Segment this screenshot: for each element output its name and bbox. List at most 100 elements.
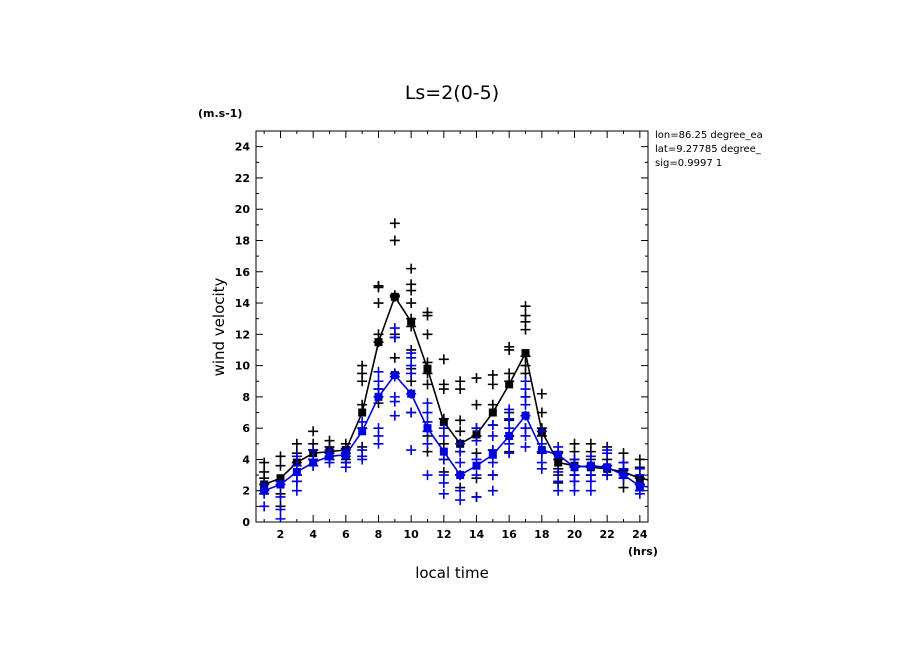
sample-point [569,485,580,496]
sample-point [373,438,384,449]
sample-point [471,373,482,384]
mean-marker [456,471,465,480]
sample-point [504,404,515,415]
sample-point [455,446,466,457]
sample-point [553,476,564,487]
y-tick-label: 22 [235,172,250,185]
sample-point [651,486,661,496]
sample-point [373,384,384,395]
x-tick-label: 14 [469,528,485,541]
mean-marker [292,467,301,476]
mean-marker [325,452,334,461]
sample-point [651,489,661,499]
mean-marker [537,446,546,455]
y-tick-label: 4 [242,453,250,466]
sample-point [520,301,531,312]
sample-point [520,399,531,410]
sample-point [618,482,629,493]
mean-marker [603,463,612,472]
mean-marker [488,408,497,417]
y-tick-label: 16 [235,266,251,279]
mean-marker [374,338,383,347]
mean-marker [374,392,383,401]
sample-point [455,485,466,496]
mean-marker [407,317,416,326]
sample-point [504,344,515,355]
sample-point [357,376,368,387]
sample-point [389,235,400,246]
annotation-lat: lat=9.27785 degree_ [655,144,762,155]
mean-marker [472,430,481,439]
sample-point [275,460,286,471]
x-tick-label: 4 [309,528,317,541]
sample-point [651,476,661,486]
sample-point [487,457,498,468]
sample-point [389,218,400,229]
mean-marker [276,480,285,489]
y-axis-label: wind velocity [210,277,228,376]
sample-point [406,407,417,418]
x-tick-label: 20 [567,528,583,541]
mean-marker [358,427,367,436]
sample-point [487,369,498,380]
sample-point [389,323,400,334]
sample-point [389,332,400,343]
sample-point [406,298,417,309]
sample-point [487,430,498,441]
sample-point [471,435,482,446]
sample-point [275,451,286,462]
sample-point [487,485,498,496]
sample-point [422,310,433,321]
mean-marker [652,477,660,485]
sample-point [651,470,661,480]
sample-point [455,457,466,468]
sample-point [602,470,613,481]
mean-marker [260,486,269,495]
y-tick-label: 18 [235,234,250,247]
sample-point [291,485,302,496]
sample-point [651,464,661,474]
mean-marker [309,458,318,467]
sample-point [585,485,596,496]
mean-marker [407,389,416,398]
sample-point [291,476,302,487]
mean-marker [521,411,530,420]
x-tick-label: 2 [277,528,285,541]
sample-point [520,441,531,452]
sample-point [389,352,400,363]
sample-point [651,454,661,464]
sample-point [422,379,433,390]
sample-point [357,454,368,465]
chart-title: Ls=2(0-5) [405,82,499,104]
y-tick-label: 2 [242,485,250,498]
sample-point [585,476,596,487]
x-tick-label: 16 [502,528,518,541]
sample-point [406,263,417,274]
y-tick-label: 20 [235,203,251,216]
mean-marker [472,461,481,470]
sample-point [438,384,449,395]
sample-point [389,396,400,407]
y-tick-label: 8 [242,391,250,404]
sample-point [291,438,302,449]
mean-marker [488,450,497,459]
sample-point [275,513,286,522]
x-tick-label: 6 [342,528,350,541]
mean-marker [423,424,432,433]
sample-point [536,426,547,437]
x-tick-label: 12 [436,528,451,541]
sample-point [634,488,645,499]
sample-point [487,379,498,390]
sample-point [585,451,596,462]
sample-point [406,285,417,296]
sample-point [308,426,319,437]
sample-point [471,491,482,502]
sample-point [422,470,433,481]
sample-point [275,504,286,515]
annotation-lon: lon=86.25 degree_ea [655,130,763,141]
mean-marker [521,349,530,358]
annotation-sig: sig=0.9997 1 [655,158,722,169]
sample-point [406,445,417,456]
mean-marker [635,482,644,491]
